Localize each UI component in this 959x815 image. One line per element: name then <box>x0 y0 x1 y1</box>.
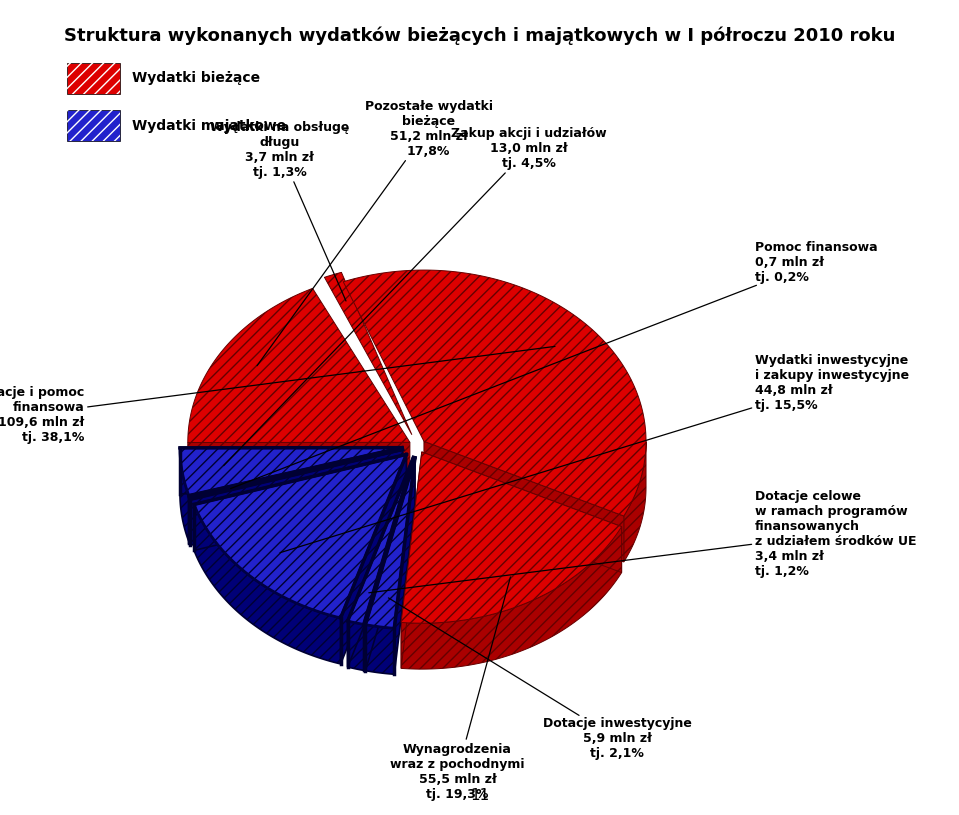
Text: Dotacje celowe
w ramach programów
finansowanych
z udziałem środków UE
3,4 mln zł: Dotacje celowe w ramach programów finans… <box>369 490 917 593</box>
Polygon shape <box>180 447 189 541</box>
Text: Wynagrodzenia
wraz z pochodnymi
55,5 mln zł
tj. 19,3%: Wynagrodzenia wraz z pochodnymi 55,5 mln… <box>390 577 525 800</box>
Text: Wydatki na obsługę
długu
3,7 mln zł
tj. 1,3%: Wydatki na obsługę długu 3,7 mln zł tj. … <box>210 121 349 301</box>
Polygon shape <box>365 458 415 628</box>
Text: Dotacje inwestycyjne
5,9 mln zł
tj. 2,1%: Dotacje inwestycyjne 5,9 mln zł tj. 2,1% <box>388 598 691 760</box>
Polygon shape <box>188 443 409 488</box>
Polygon shape <box>365 458 415 671</box>
Text: Wydatki inwestycyjne
i zakupy inwestycyjne
44,8 mln zł
tj. 15,5%: Wydatki inwestycyjne i zakupy inwestycyj… <box>280 355 909 553</box>
Polygon shape <box>340 455 407 664</box>
Polygon shape <box>401 452 621 623</box>
Polygon shape <box>623 442 646 562</box>
Polygon shape <box>401 452 422 668</box>
Polygon shape <box>189 449 403 500</box>
Polygon shape <box>194 455 407 550</box>
Polygon shape <box>424 441 623 562</box>
Polygon shape <box>422 452 621 573</box>
Text: Dotacje i pomoc
finansowa
109,6 mln zł
tj. 38,1%: Dotacje i pomoc finansowa 109,6 mln zł t… <box>0 346 555 443</box>
Polygon shape <box>324 272 411 434</box>
Text: Struktura wykonanych wydatków bieżących i majątkowych w I półroczu 2010 roku: Struktura wykonanych wydatków bieżących … <box>64 26 895 45</box>
Polygon shape <box>190 449 403 545</box>
Polygon shape <box>347 457 413 624</box>
Polygon shape <box>189 447 402 541</box>
Polygon shape <box>194 455 407 618</box>
Polygon shape <box>363 457 413 671</box>
Polygon shape <box>347 457 413 667</box>
Text: Pomoc finansowa
0,7 mln zł
tj. 0,2%: Pomoc finansowa 0,7 mln zł tj. 0,2% <box>230 240 877 488</box>
Text: Wydatki bieżące: Wydatki bieżące <box>132 71 261 86</box>
Polygon shape <box>365 625 394 674</box>
Polygon shape <box>394 458 415 674</box>
Polygon shape <box>343 270 646 516</box>
Text: Pozostałe wydatki
bieżące
51,2 mln zł
17,8%: Pozostałe wydatki bieżące 51,2 mln zł 17… <box>257 99 493 366</box>
Polygon shape <box>347 621 363 671</box>
Polygon shape <box>180 447 402 496</box>
Text: Wydatki majątkowe: Wydatki majątkowe <box>132 118 287 133</box>
Polygon shape <box>401 526 621 669</box>
Polygon shape <box>188 289 409 443</box>
Polygon shape <box>194 504 340 664</box>
Polygon shape <box>180 447 402 494</box>
Text: 11: 11 <box>470 788 489 804</box>
Text: Zakup akcji i udziałów
13,0 mln zł
tj. 4,5%: Zakup akcji i udziałów 13,0 mln zł tj. 4… <box>223 127 606 465</box>
Polygon shape <box>189 449 403 544</box>
